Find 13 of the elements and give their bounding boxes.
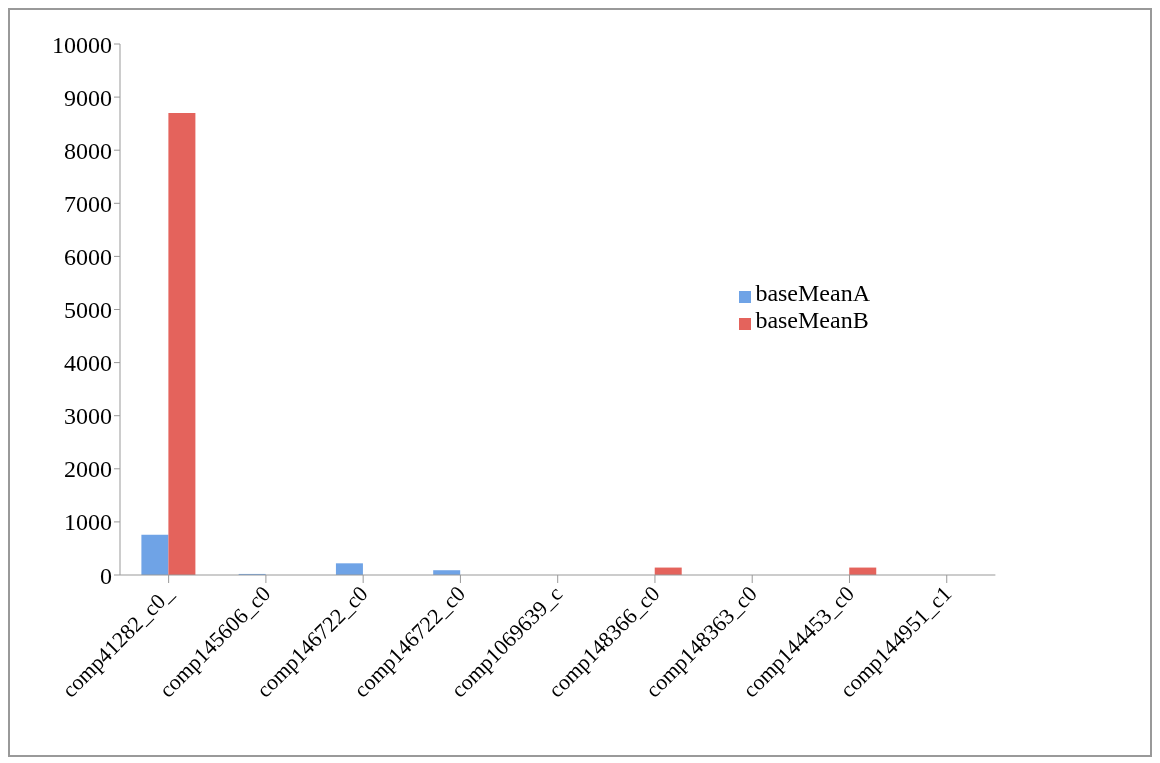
y-tick-label: 0 bbox=[100, 562, 112, 589]
y-tick-label: 7000 bbox=[64, 190, 112, 217]
y-tick-label: 3000 bbox=[64, 403, 112, 430]
y-tick-label: 4000 bbox=[64, 350, 112, 377]
y-tick-label: 10000 bbox=[52, 31, 112, 58]
y-tick-label: 2000 bbox=[64, 456, 112, 483]
legend-label: baseMeanB bbox=[755, 307, 869, 333]
y-tick-label: 8000 bbox=[64, 137, 112, 164]
y-tick-label: 5000 bbox=[64, 297, 112, 324]
y-tick-label: 6000 bbox=[64, 243, 112, 270]
legend-label: baseMeanA bbox=[755, 280, 870, 306]
y-tick-label: 1000 bbox=[64, 509, 112, 536]
y-tick-label: 9000 bbox=[64, 84, 112, 111]
